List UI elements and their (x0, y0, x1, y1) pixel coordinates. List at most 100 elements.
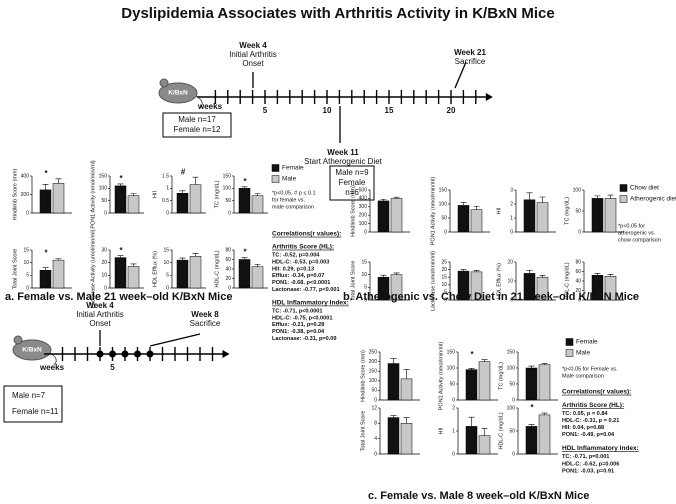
correlation-line: Lactonase: -0.31, p=0.09 (272, 336, 337, 342)
timeline-dot (134, 350, 141, 358)
event-label: Week 4 (239, 41, 267, 50)
y-axis-label: PON1 Activity (nmol/min/ml) (90, 160, 96, 229)
bar (604, 198, 617, 233)
bar (478, 361, 491, 401)
bar (400, 423, 413, 455)
y-tick-label: 25 (441, 259, 447, 265)
y-tick-label: 1 (452, 428, 455, 434)
y-tick-label: 20 (575, 288, 581, 294)
event-label: Week 11 (327, 148, 359, 157)
correlation-line: PON1: -0.38, p=0.04 (272, 329, 325, 335)
bar (39, 270, 52, 289)
error-bar (607, 194, 614, 199)
timeline-dot (109, 350, 116, 358)
y-tick-label: 20 (225, 276, 231, 282)
bar (176, 259, 189, 289)
bar (525, 426, 538, 455)
y-axis-label: HII (438, 427, 444, 435)
error-bar (55, 258, 62, 261)
event-label: Week 8 (191, 310, 219, 319)
correlation-line: HII: 0.29, p=0.13 (272, 266, 314, 272)
y-axis-label: HDL-C (mg/dL) (564, 262, 570, 299)
event-label: Week 4 (86, 301, 114, 310)
correlation-group-heading: HDL Inflammatory Index: (562, 445, 639, 452)
y-tick-label: 50 (449, 381, 455, 387)
error-bar (130, 263, 137, 267)
error-bar (403, 417, 410, 424)
bar (238, 259, 251, 289)
y-tick-label: 50 (225, 198, 231, 204)
correlations-heading: Correlations(r values): (272, 231, 341, 238)
y-tick-label: 1 (166, 186, 169, 192)
y-axis-label: HDL-C (mg/dL) (498, 412, 504, 449)
error-bar (403, 368, 410, 379)
y-tick-label: 0 (578, 297, 581, 303)
bar (470, 209, 483, 233)
bar (523, 199, 536, 233)
error-bar (473, 270, 480, 272)
timeline-arrow (485, 93, 493, 101)
bar (465, 426, 478, 455)
y-axis-label: Lactonase Activity (umol/min/ml) (90, 229, 96, 308)
event-label: Sacrifice (455, 57, 486, 66)
group-size: Female n=12 (174, 125, 221, 134)
significance-note: atherogenic vs. (618, 230, 656, 236)
correlation-line: PON1: -0.03, p=0.91 (562, 468, 614, 474)
event-arrow (454, 61, 467, 89)
legend-label: Chow diet (630, 185, 659, 192)
timeline-dot (146, 350, 154, 358)
y-axis-label: Hindlimb Score (mm) (360, 350, 366, 402)
bar (114, 257, 127, 289)
y-tick-label: 40 (575, 278, 581, 284)
y-tick-label: 10 (163, 260, 169, 266)
group-box (3, 385, 63, 423)
error-bar (481, 359, 488, 362)
correlation-line: HII: 0.04, p=0.88 (562, 425, 604, 431)
group-box (162, 112, 232, 138)
error-bar (594, 273, 601, 276)
y-tick-label: 100 (447, 365, 456, 371)
timeline-dot (121, 350, 129, 358)
bar (387, 417, 400, 455)
error-bar (192, 176, 199, 185)
event-label: Initial Arthritis (229, 50, 277, 59)
event-arrow (149, 333, 201, 347)
legend-label: Male (282, 176, 296, 183)
significance-note: *p<0.05 for (618, 223, 645, 229)
y-axis-label: HII (152, 191, 158, 199)
error-bar (481, 428, 488, 436)
mouse-label: K/BxN (168, 90, 188, 97)
error-bar (179, 190, 186, 194)
correlation-line: HDL-C: -0.75, p<0.0001 (272, 315, 332, 321)
error-bar (460, 202, 467, 206)
error-bar (241, 186, 248, 189)
correlation-group-heading: HDL Inflammatory Index: (272, 300, 349, 307)
legend-label: Female (576, 339, 598, 346)
figure-title: Dyslipidemia Associates with Arthritis A… (121, 5, 554, 22)
correlation-line: HDL-C: -0.53, p=0.003 (272, 259, 329, 265)
mouse-ear (159, 78, 169, 88)
y-tick-label: 2 (452, 405, 455, 411)
significance-marker: * (119, 246, 123, 255)
y-tick-label: 0 (104, 210, 107, 216)
correlation-line: TC: -0.71, p<0.0001 (272, 308, 323, 314)
error-bar (468, 368, 475, 370)
significance-marker: * (530, 403, 534, 412)
bar (127, 195, 140, 214)
y-tick-label: 200 (21, 192, 30, 198)
legend-swatch (271, 175, 280, 183)
y-tick-label: 0 (374, 451, 377, 457)
y-tick-label: 80 (575, 259, 581, 265)
y-tick-label: 5 (166, 273, 169, 279)
y-tick-label: 3 (510, 187, 513, 193)
error-bar (380, 198, 387, 201)
mouse-label: K/BxN (22, 347, 42, 354)
group-size: Female n=11 (12, 407, 59, 416)
y-tick-label: 400 (359, 196, 368, 202)
error-bar (117, 255, 124, 258)
legend-swatch (271, 164, 280, 172)
timeline-tick-label: 10 (323, 106, 332, 115)
y-tick-label: 0 (444, 229, 447, 235)
error-bar (393, 272, 400, 275)
y-tick-label: 60 (225, 257, 231, 263)
